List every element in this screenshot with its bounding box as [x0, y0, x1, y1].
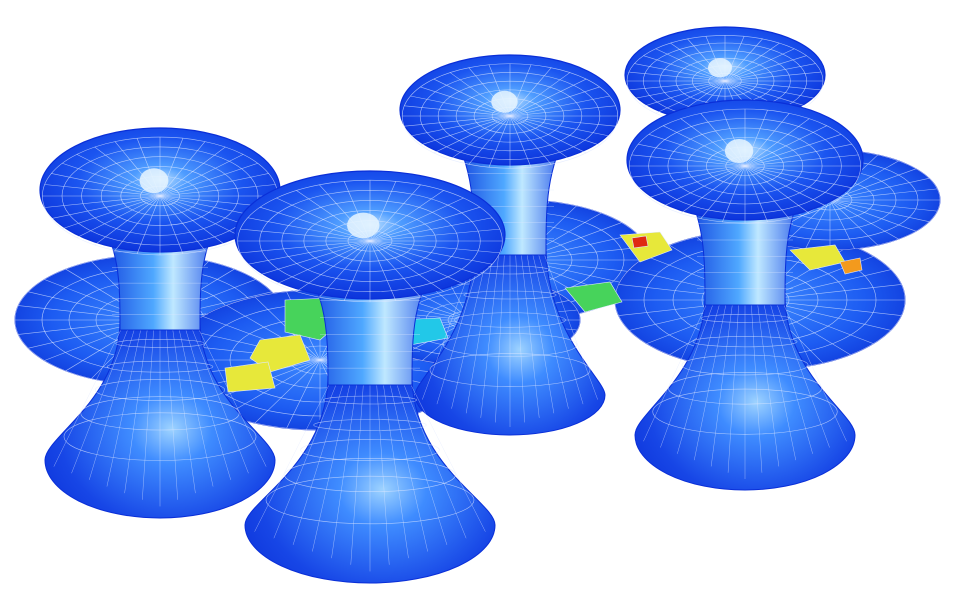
- specular-highlight: [724, 139, 754, 163]
- stress-patch: [224, 361, 276, 393]
- specular-highlight: [491, 90, 518, 113]
- hyperboloid-units: [39, 26, 864, 584]
- hyperboloid-unit: [39, 127, 281, 519]
- lower-flare: [44, 319, 276, 519]
- lower-flare: [634, 294, 856, 491]
- top-bowl: [234, 170, 506, 303]
- lower-flare: [244, 374, 496, 584]
- specular-highlight: [347, 212, 380, 239]
- top-bowl: [399, 54, 621, 169]
- top-bowl: [624, 26, 826, 127]
- specular-highlight: [139, 168, 169, 194]
- hyperboloid-unit: [234, 170, 506, 584]
- specular-highlight: [708, 58, 732, 78]
- top-bowl: [626, 99, 864, 224]
- stress-patch: [839, 257, 863, 275]
- hyperboloid-unit: [626, 99, 864, 491]
- top-bowl: [39, 127, 281, 256]
- stress-patch: [631, 235, 649, 249]
- stress-patch: [564, 281, 623, 313]
